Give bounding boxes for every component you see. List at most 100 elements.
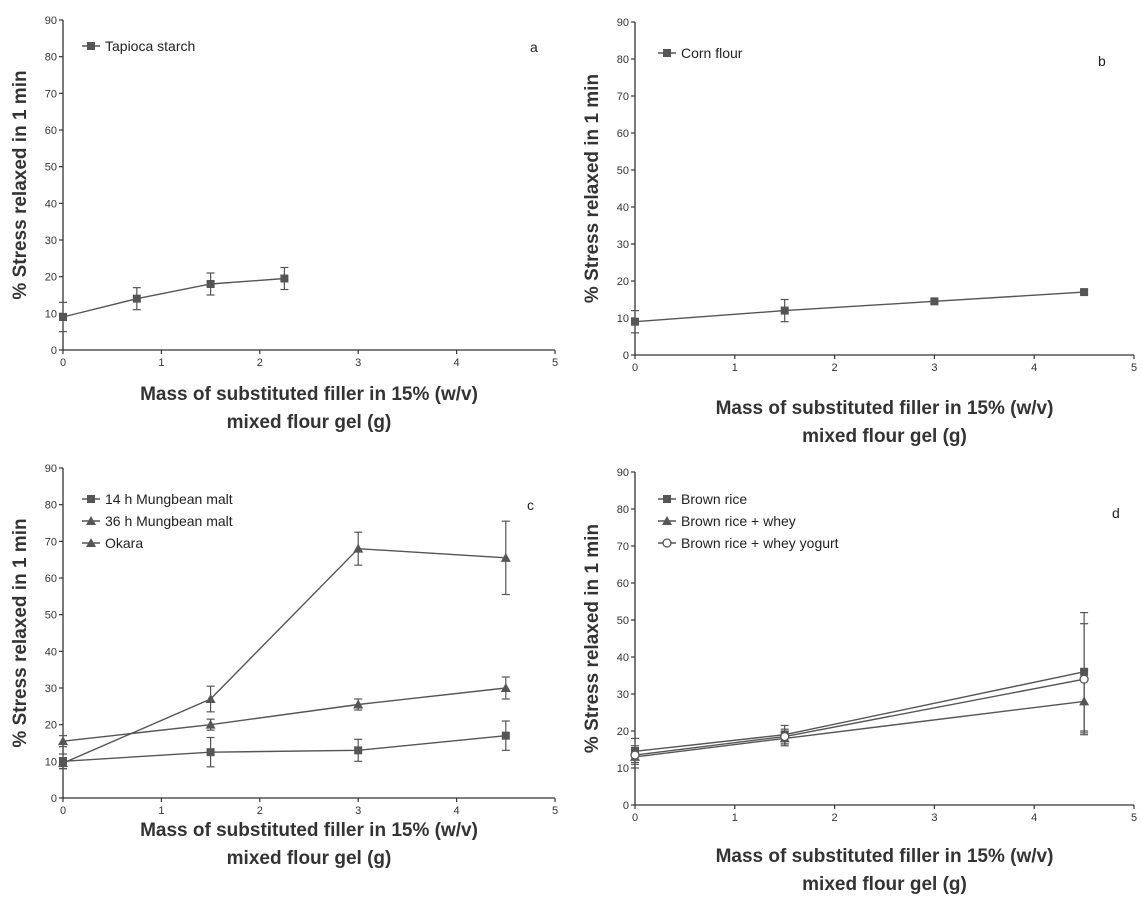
data-point — [132, 294, 141, 303]
panel-letter: b — [1098, 53, 1106, 69]
x-tick-label: 1 — [732, 362, 738, 374]
panel-letter: a — [530, 39, 538, 55]
x-tick-label: 4 — [454, 357, 460, 369]
y-axis-label: % Stress relaxed in 1 min — [10, 70, 31, 299]
y-tick-label: 40 — [45, 198, 57, 210]
y-tick-label: 50 — [617, 615, 629, 627]
legend-label: Tapioca starch — [105, 38, 195, 54]
data-point — [631, 317, 639, 326]
y-tick-label: 40 — [617, 202, 629, 214]
legend-marker — [662, 538, 672, 548]
series-okara: Okara — [58, 520, 511, 770]
data-point — [206, 280, 215, 288]
x-axis-label: Mass of substituted filler in 15% (w/v) — [716, 846, 1054, 867]
y-tick-label: 0 — [623, 800, 629, 812]
y-tick-label: 60 — [617, 128, 629, 140]
x-tick-label: 5 — [552, 805, 558, 817]
x-tick-label: 1 — [732, 812, 738, 824]
x-tick-label: 0 — [60, 357, 66, 369]
panel-b: 0 10 20 30 40 50 60 70 80 90 0 1 2 3 4 5 % Stress relaxe… — [582, 17, 1137, 447]
legend-label: Okara — [105, 535, 143, 551]
y-tick-label: 90 — [617, 17, 629, 29]
legend-label: 36 h Mungbean malt — [105, 513, 233, 529]
legend-marker — [87, 42, 95, 50]
legend-marker — [662, 516, 672, 525]
y-tick-label: 60 — [45, 573, 57, 585]
data-point — [206, 748, 215, 757]
x-axis-label: mixed flour gel (g) — [227, 412, 392, 433]
y-tick-label: 20 — [617, 726, 629, 738]
x-tick-label: 3 — [931, 812, 937, 824]
x-tick-label: 5 — [552, 357, 558, 369]
series-line — [62, 687, 506, 742]
y-tick-label: 50 — [45, 610, 57, 622]
legend-marker — [86, 516, 96, 525]
data-point — [930, 297, 939, 306]
legend-label: Brown rice — [681, 491, 747, 507]
data-point — [1079, 674, 1089, 684]
panel-a: 0 10 20 30 40 50 60 70 80 90 0 1 2 3 4 5 % Stress relaxe… — [10, 15, 558, 433]
y-tick-label: 70 — [45, 536, 57, 548]
series-line — [634, 291, 1085, 323]
y-tick-label: 10 — [617, 313, 629, 325]
y-tick-label: 60 — [45, 125, 57, 137]
y-tick-label: 0 — [623, 350, 629, 362]
series-tapioca-starch: Tapioca starch — [59, 38, 289, 333]
series-line — [634, 671, 1085, 753]
legend-label: Corn flour — [681, 45, 743, 61]
y-tick-label: 50 — [617, 165, 629, 177]
y-tick-label: 70 — [617, 91, 629, 103]
y-tick-label: 30 — [45, 235, 57, 247]
y-tick-label: 0 — [51, 345, 57, 357]
series-line — [62, 277, 285, 318]
series-brown-rice: Brown rice — [631, 491, 1089, 765]
data-point — [780, 731, 790, 742]
x-tick-label: 3 — [355, 357, 361, 369]
x-tick-label: 0 — [632, 812, 638, 824]
y-axis-label: % Stress relaxed in 1 min — [582, 524, 603, 753]
panel-letter: c — [527, 497, 534, 513]
legend-label: Brown rice + whey — [681, 513, 796, 529]
data-point — [205, 719, 216, 729]
y-tick-label: 90 — [45, 463, 57, 475]
y-tick-label: 70 — [617, 541, 629, 553]
data-point — [630, 750, 640, 760]
legend-marker — [86, 538, 96, 547]
y-tick-label: 20 — [45, 272, 57, 284]
x-tick-label: 2 — [832, 812, 838, 824]
x-tick-label: 4 — [1031, 362, 1037, 374]
legend-marker — [87, 495, 95, 503]
x-tick-label: 3 — [931, 362, 937, 374]
x-tick-label: 2 — [832, 362, 838, 374]
y-tick-label: 80 — [617, 54, 629, 66]
y-tick-label: 30 — [617, 239, 629, 251]
x-tick-label: 5 — [1131, 362, 1137, 374]
x-axis-label: mixed flour gel (g) — [802, 426, 967, 447]
x-tick-label: 0 — [632, 362, 638, 374]
series-line — [62, 734, 506, 763]
x-axis-label: mixed flour gel (g) — [802, 874, 967, 895]
y-tick-label: 30 — [45, 683, 57, 695]
x-axis-label: Mass of substituted filler in 15% (w/v) — [140, 820, 478, 841]
x-tick-label: 3 — [355, 805, 361, 817]
y-tick-label: 20 — [45, 720, 57, 732]
y-tick-label: 80 — [45, 500, 57, 512]
y-tick-label: 10 — [45, 308, 57, 320]
data-point — [59, 313, 67, 321]
data-point — [353, 543, 364, 553]
panel-letter: d — [1112, 505, 1120, 521]
x-axis-label: Mass of substituted filler in 15% (w/v) — [716, 398, 1054, 419]
y-axis-label: % Stress relaxed in 1 min — [582, 74, 603, 303]
data-point — [354, 746, 363, 755]
legend-label: 14 h Mungbean malt — [105, 491, 233, 507]
series-14-h-mungbean-malt: 14 h Mungbean malt — [59, 491, 510, 770]
x-axis-label: mixed flour gel (g) — [227, 848, 392, 869]
panel-c: 0 10 20 30 40 50 60 70 80 90 0 1 2 3 4 5 % Stress relaxe… — [10, 463, 558, 869]
legend-label: Brown rice + whey yogurt — [681, 535, 839, 551]
y-tick-label: 90 — [617, 467, 629, 479]
x-tick-label: 2 — [257, 805, 263, 817]
data-point — [58, 736, 68, 746]
series-line — [62, 547, 506, 764]
series-corn-flour: Corn flour — [631, 45, 1089, 334]
y-tick-label: 90 — [45, 15, 57, 27]
